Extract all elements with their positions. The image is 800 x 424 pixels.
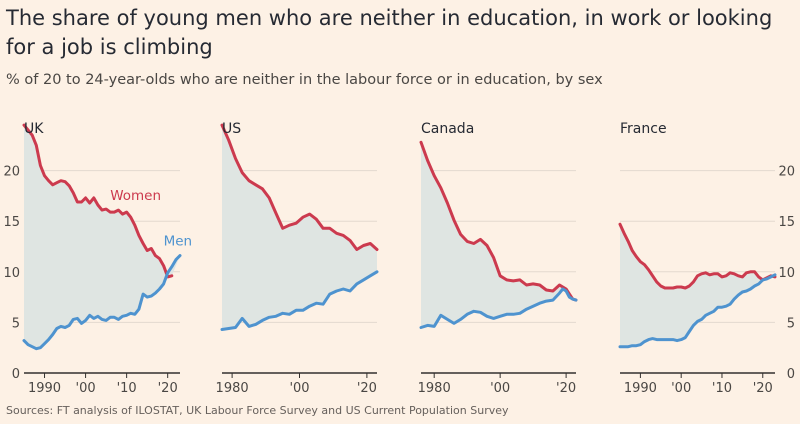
y-tick-label-left: 20: [3, 165, 20, 180]
x-tick-label: '00: [76, 381, 96, 396]
x-tick-label: '10: [117, 381, 137, 396]
x-tick-label: 1990: [624, 381, 657, 396]
x-tick-label: '00: [671, 381, 691, 396]
y-tick-label-left: 15: [3, 215, 20, 230]
series-line-women: [618, 222, 777, 290]
series-line-men: [220, 270, 379, 331]
y-tick-label-right: 10: [778, 266, 795, 281]
series-line-men: [618, 273, 777, 349]
gap-area: [620, 224, 775, 347]
panel-title-canada: Canada: [421, 121, 474, 137]
series-line-men: [22, 254, 182, 351]
chart-title: The share of young men who are neither i…: [6, 6, 773, 59]
chart-subtitle: % of 20 to 24-year-olds who are neither …: [6, 72, 603, 88]
panel-uk: UK 1990 '00 '10 '20 0 5 10 15 20 Women Men: [3, 121, 192, 396]
series-label-women: Women: [110, 188, 161, 204]
source-note: Sources: FT analysis of ILOSTAT, UK Labo…: [6, 404, 509, 417]
x-tick-label: '20: [357, 381, 377, 396]
x-tick-label: '10: [712, 381, 732, 396]
y-tick-label-left: 5: [12, 316, 20, 331]
panel-france: France 1990 '00 '10 '20 0 5 10 15 20: [618, 121, 795, 396]
panel-title-france: France: [620, 121, 667, 137]
panel-title-uk: UK: [24, 121, 44, 137]
x-tick-label: 1990: [28, 381, 61, 396]
x-tick-label: '20: [158, 381, 178, 396]
series-line-women: [22, 123, 174, 279]
panel-title-us: US: [222, 121, 241, 137]
y-tick-label-right: 20: [778, 165, 795, 180]
y-tick-label-right: 15: [778, 215, 795, 230]
series-line-men: [419, 287, 578, 329]
series-line-women: [419, 140, 578, 302]
x-tick-label: 1980: [216, 381, 249, 396]
gap-area: [421, 142, 576, 328]
series-label-men: Men: [164, 233, 193, 249]
y-tick-label-right: 0: [787, 367, 795, 382]
x-tick-label: '00: [289, 381, 309, 396]
x-tick-label: 1980: [418, 381, 451, 396]
y-tick-label-left: 0: [12, 367, 20, 382]
gap-area: [24, 125, 180, 349]
x-tick-label: '20: [753, 381, 773, 396]
panel-us: US 1980 '00 '20: [216, 121, 379, 396]
panel-canada: Canada 1980 '00 '20: [418, 121, 578, 396]
y-tick-label-right: 5: [787, 316, 795, 331]
y-tick-label-left: 10: [3, 266, 20, 281]
gap-area: [222, 125, 377, 330]
series-line-women: [220, 123, 379, 251]
x-tick-label: '00: [490, 381, 510, 396]
x-tick-label: '20: [556, 381, 576, 396]
